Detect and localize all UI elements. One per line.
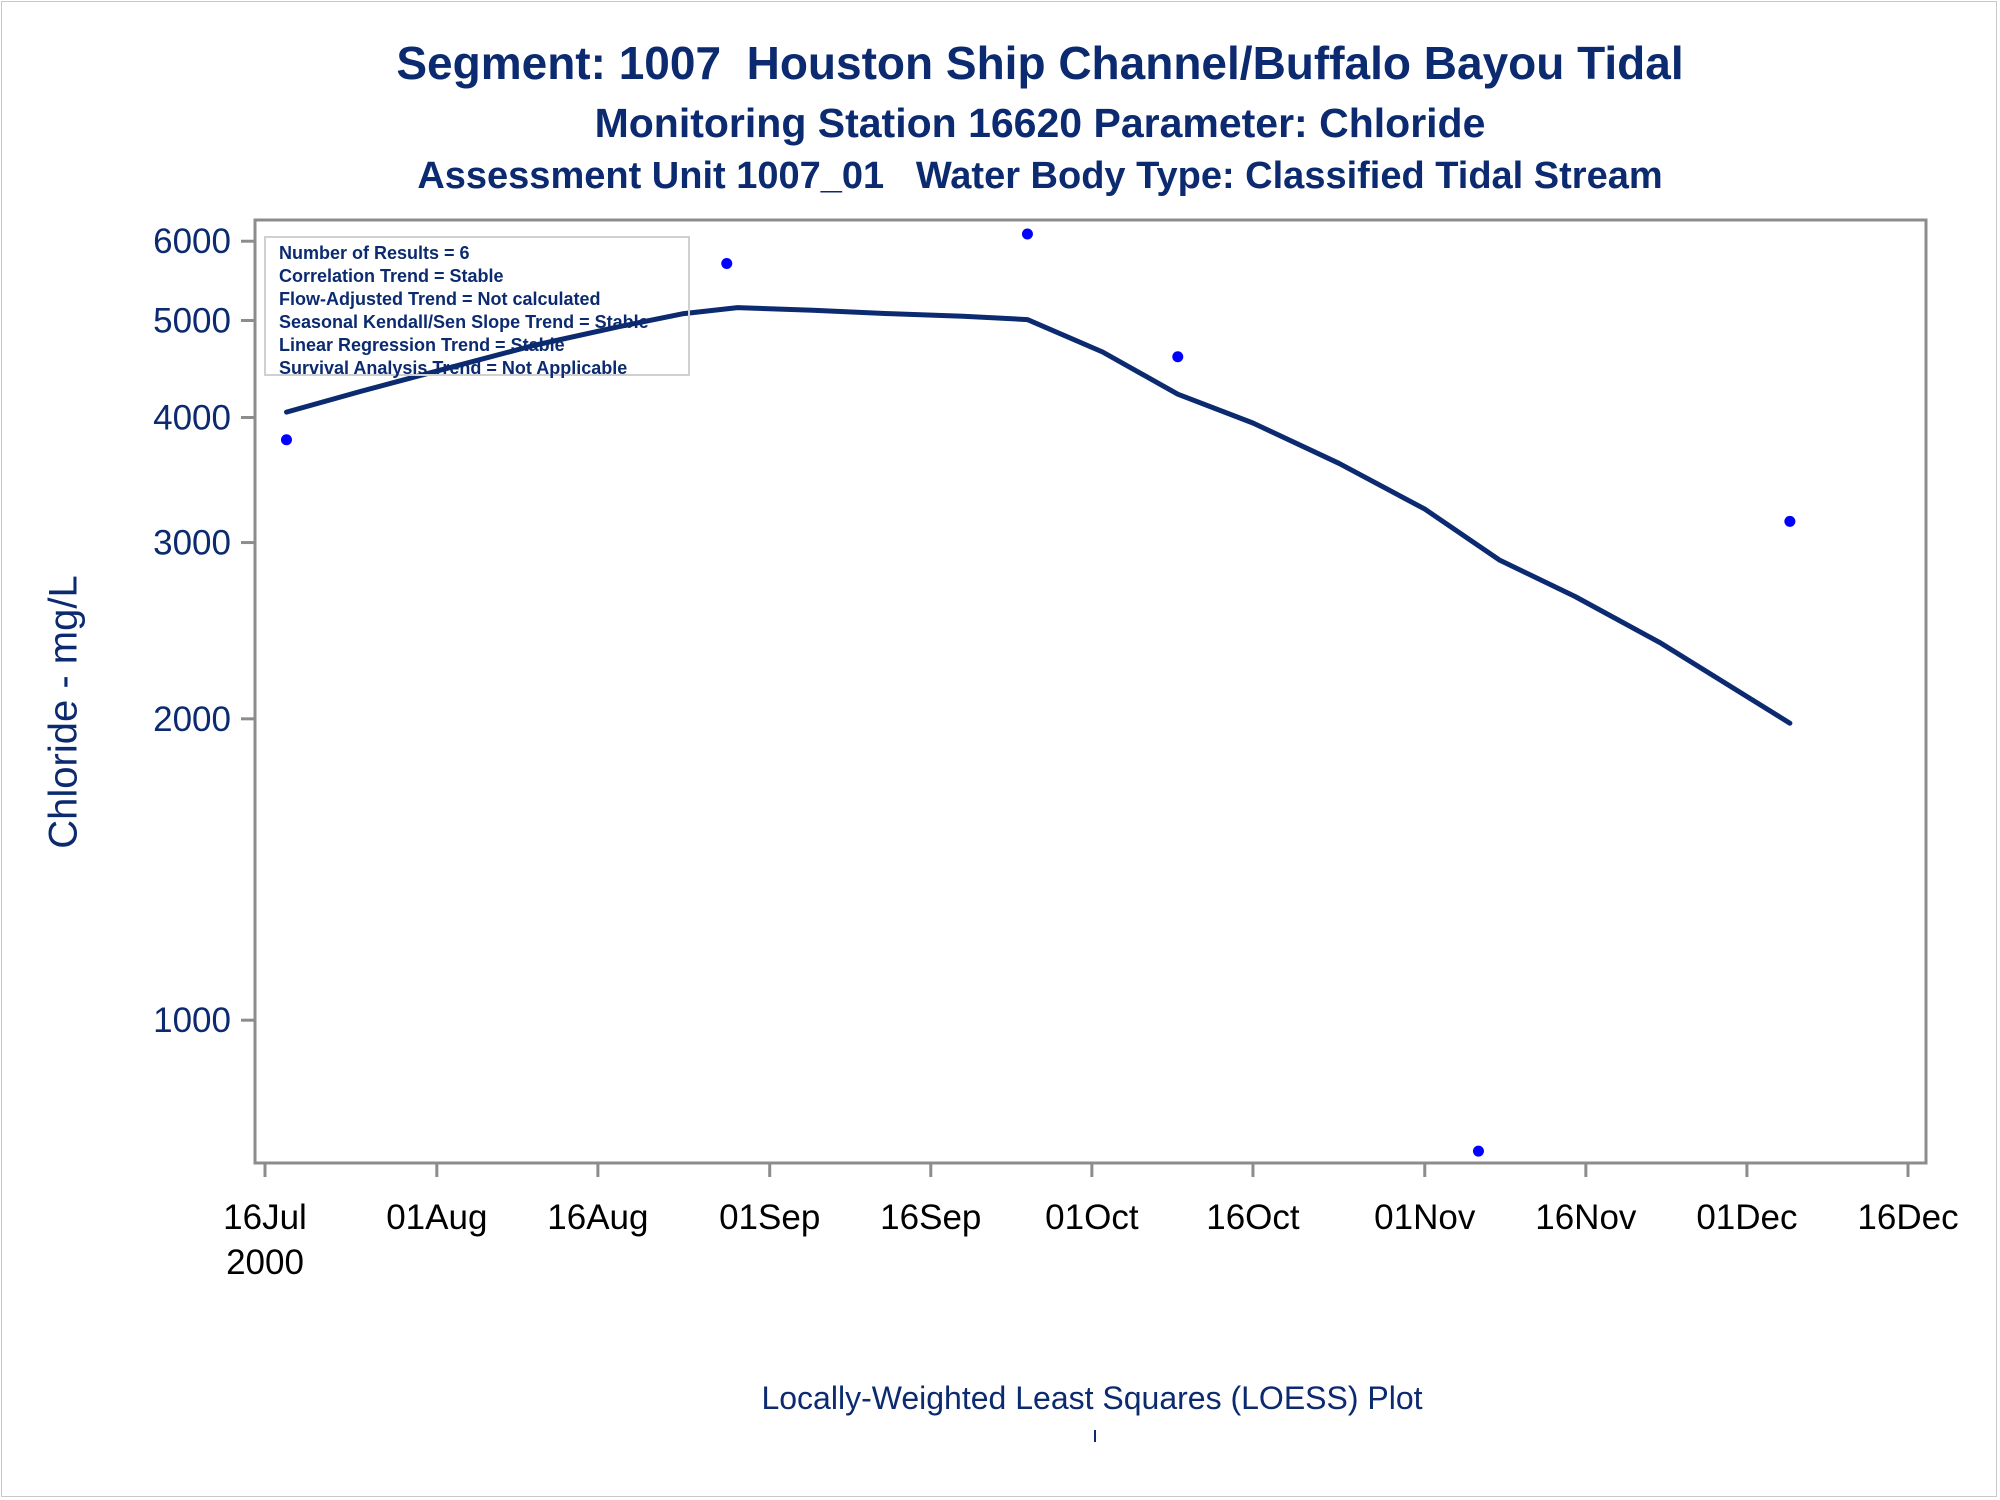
x-tick-label: 16Dec [1857,1198,1958,1237]
legend-entry: Number of Results = 6 [279,243,470,263]
y-tick-label: 1000 [153,1001,231,1040]
legend-entry: Seasonal Kendall/Sen Slope Trend = Stabl… [279,312,649,332]
y-axis: 1000 2000 3000 4000 5000 6000 [153,222,255,1040]
x-tick-label: 16Nov [1535,1198,1637,1237]
data-point [1172,351,1184,363]
data-point [1784,515,1796,527]
observation-series [280,228,1796,1157]
legend-entry: Flow-Adjusted Trend = Not calculated [279,289,601,309]
data-point [1472,1145,1484,1157]
y-axis-label: Chloride - mg/L [41,575,86,849]
x-axis: 16Jul 2000 01Aug 16Aug 01Sep 16Sep 01Oct 16Oct 0… [223,1163,1959,1282]
x-tick-label: 01Nov [1374,1198,1476,1237]
data-point [1021,228,1033,240]
legend-entry: Linear Regression Trend = Stable [279,335,565,355]
chart-title: Segment: 1007 Houston Ship Channel/Buffa… [396,37,1684,89]
x-tick-label: 16Jul [223,1198,307,1237]
y-tick-label: 4000 [153,398,231,437]
y-tick-label: 3000 [153,524,231,563]
chart-subtitle-station: Monitoring Station 16620 Parameter: Chlo… [594,100,1486,146]
chart-subtitle-assessment: Assessment Unit 1007_01 Water Body Type:… [417,155,1663,197]
x-tick-label: 01Oct [1045,1198,1139,1237]
footnote-mark [1094,1430,1096,1442]
y-tick-label: 2000 [153,700,231,739]
x-tick-label: 01Aug [386,1198,487,1237]
y-tick-label: 5000 [153,301,231,340]
plot-footnote: Locally-Weighted Least Squares (LOESS) P… [761,1380,1423,1416]
x-tick-label: 16Sep [880,1198,981,1237]
trend-legend: Number of Results = 6 Correlation Trend =… [264,236,690,378]
data-point [280,434,292,446]
y-tick-label: 6000 [153,222,231,261]
data-point [721,258,733,270]
legend-entry: Survival Analysis Trend = Not Applicable [279,358,628,378]
legend-entry: Correlation Trend = Stable [279,266,504,286]
x-tick-label: 16Aug [547,1198,648,1237]
x-tick-label: 01Sep [719,1198,820,1237]
x-tick-sublabel: 2000 [226,1243,304,1282]
x-tick-label: 01Dec [1696,1198,1797,1237]
loess-line [284,305,1793,726]
x-tick-label: 16Oct [1206,1198,1300,1237]
loess-series [284,305,1793,726]
